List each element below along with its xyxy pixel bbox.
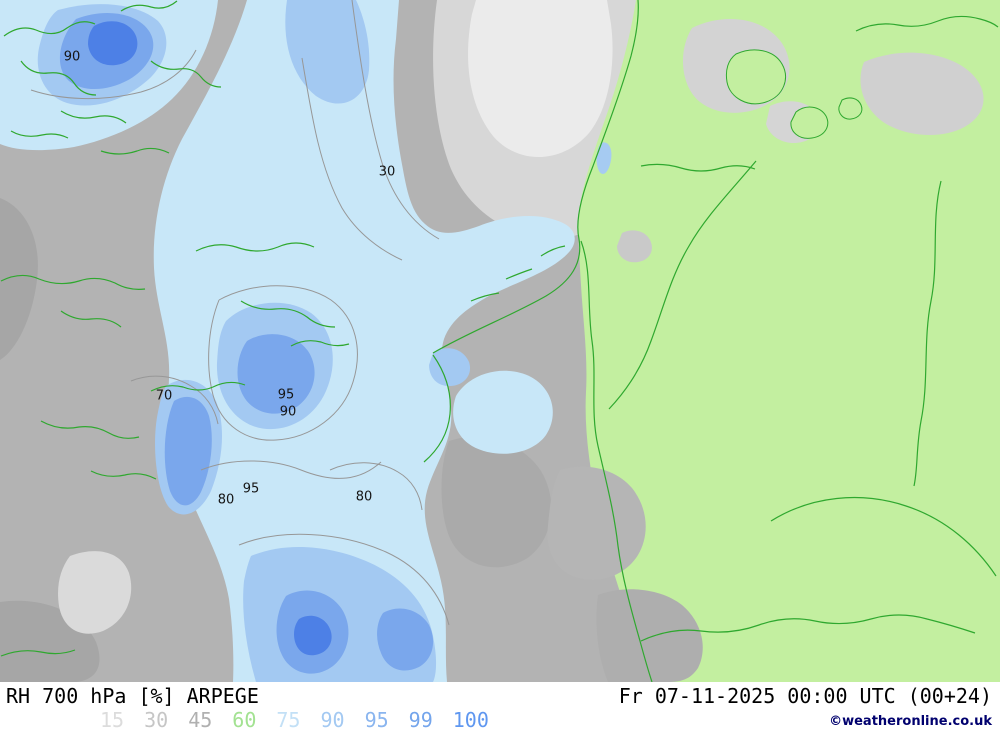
footer-title-row: RH 700 hPa [%] ARPEGE Fr 07-11-2025 00:0… <box>0 682 1000 708</box>
legend-value: 99 <box>408 708 433 732</box>
legend-value: 60 <box>232 708 257 732</box>
legend-value: 90 <box>320 708 345 732</box>
parameter-label: RH 700 hPa [%] ARPEGE <box>6 684 259 708</box>
weather-map <box>0 0 1000 682</box>
legend-row: 15 30 45 60 75 90 95 99 100 <box>100 708 509 732</box>
contour-line-layer <box>30 0 450 626</box>
legend-value: 75 <box>276 708 301 732</box>
footer-bar: RH 700 hPa [%] ARPEGE Fr 07-11-2025 00:0… <box>0 682 1000 733</box>
map-area: 90 30 70 95 90 95 80 80 <box>0 0 1000 682</box>
legend-value: 100 <box>452 708 489 732</box>
land-layer <box>547 0 1000 682</box>
copyright-link[interactable]: ©weatheronline.co.uk <box>829 714 992 729</box>
border-line-layer <box>0 0 999 682</box>
humidity-layer <box>0 0 612 682</box>
legend-value: 15 <box>100 708 125 732</box>
legend-value: 95 <box>364 708 389 732</box>
datetime-label: Fr 07-11-2025 00:00 UTC (00+24) <box>618 684 992 708</box>
legend-value: 45 <box>188 708 213 732</box>
legend-value: 30 <box>144 708 169 732</box>
